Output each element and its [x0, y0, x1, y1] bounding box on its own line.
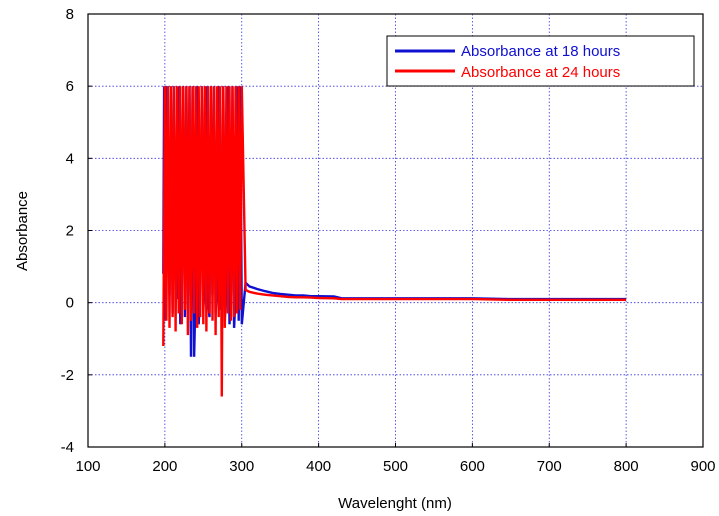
y-tick-label: 4 [66, 150, 74, 167]
x-tick-label: 700 [537, 458, 562, 475]
x-tick-label: 900 [690, 458, 715, 475]
y-tick-label: -2 [61, 367, 74, 384]
x-tick-label: 400 [306, 458, 331, 475]
y-tick-label: 8 [66, 6, 74, 23]
y-tick-labels: -4 -2 0 2 4 6 8 [61, 6, 74, 456]
legend-box [386, 35, 695, 87]
y-tick-label: 6 [66, 78, 74, 95]
x-tick-label: 200 [152, 458, 177, 475]
legend: Absorbance at 18 hours Absorbance at 24 … [386, 35, 695, 87]
legend-label-18h: Absorbance at 18 hours [461, 43, 620, 60]
x-tick-label: 800 [614, 458, 639, 475]
y-axis-label: Absorbance [14, 191, 31, 271]
y-tick-label: 0 [66, 295, 74, 312]
y-tick-label: -4 [61, 439, 74, 456]
plot-area [162, 86, 627, 397]
y-tick-label: 2 [66, 223, 74, 240]
x-tick-label: 600 [460, 458, 485, 475]
x-tick-label: 500 [383, 458, 408, 475]
x-tick-labels: 100 200 300 400 500 600 700 800 900 [75, 458, 715, 475]
x-tick-label: 100 [75, 458, 100, 475]
series-line-24h [162, 86, 627, 397]
x-axis-label: Wavelenght (nm) [338, 495, 452, 512]
x-tick-label: 300 [229, 458, 254, 475]
legend-label-24h: Absorbance at 24 hours [461, 64, 620, 81]
plot-frame [87, 13, 704, 448]
